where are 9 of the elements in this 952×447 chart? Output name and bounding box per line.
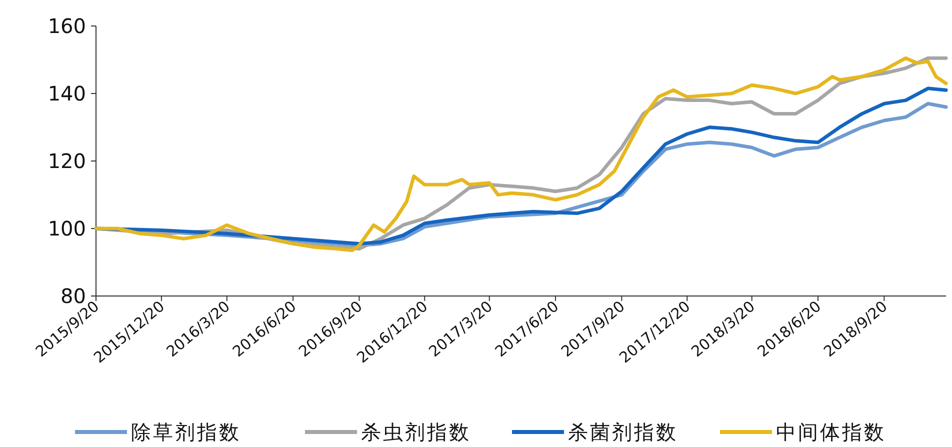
legend-label: 杀虫剂指数 [361,420,471,444]
legend-label: 中间体指数 [776,420,886,444]
y-tick-label: 80 [60,284,86,308]
y-tick-label: 160 [48,14,86,38]
y-tick-label: 100 [48,216,86,240]
legend-label: 除草剂指数 [131,420,241,444]
y-tick-label: 140 [48,82,86,106]
legend-label: 杀菌剂指数 [568,420,678,444]
y-tick-label: 120 [48,149,86,173]
